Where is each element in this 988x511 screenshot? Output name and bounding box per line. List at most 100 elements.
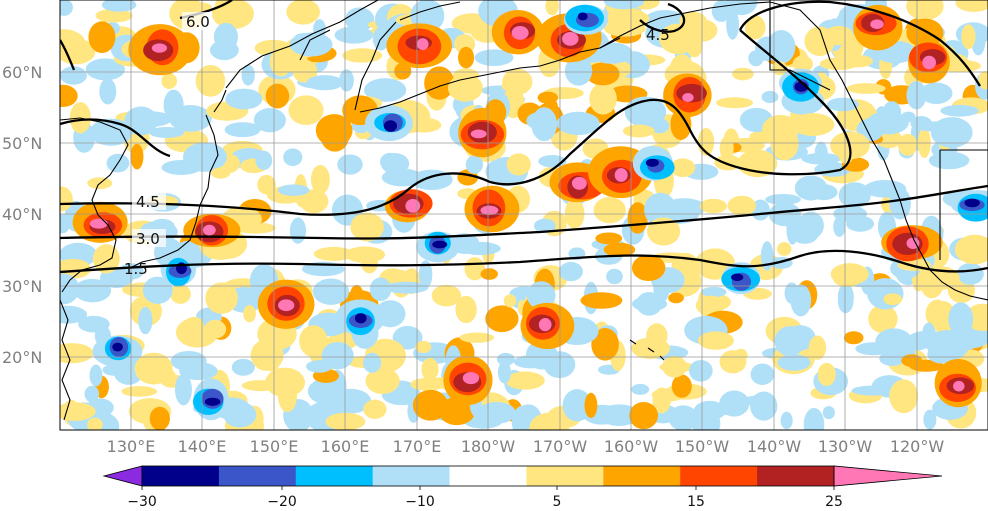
anomaly-patch xyxy=(923,409,937,430)
colorbar-segment xyxy=(295,466,374,486)
anomaly-patch xyxy=(646,217,681,246)
anomaly-patch xyxy=(668,292,684,304)
lat-label: 50°N xyxy=(2,134,42,153)
anomaly-patch xyxy=(255,150,273,171)
anomaly-patch xyxy=(606,7,648,32)
contour-label: 3.0 xyxy=(136,230,160,248)
anomaly-patch xyxy=(421,357,439,381)
anomaly-patch xyxy=(801,152,842,165)
anomaly-patch xyxy=(824,25,853,44)
anomaly-patch xyxy=(948,302,974,336)
anomaly-patch xyxy=(727,195,756,216)
anomaly-patch xyxy=(195,64,226,97)
anomaly-patch xyxy=(833,216,846,237)
anomaly-warm-core xyxy=(462,372,480,385)
colorbar-tick-label: 25 xyxy=(825,494,843,510)
anomaly-patch xyxy=(671,374,692,398)
anomaly-patch xyxy=(868,304,898,334)
longitude-labels: 130°E 140°E 150°E 160°E 170°E 180°W 170°… xyxy=(107,437,945,456)
lat-label: 40°N xyxy=(2,205,42,224)
anomaly-patch xyxy=(212,0,254,30)
anomaly-patch xyxy=(381,153,410,175)
anomaly-patch xyxy=(84,385,99,403)
anomaly-patch xyxy=(179,362,218,381)
anomaly-patch xyxy=(961,24,976,50)
anomaly-patch xyxy=(363,399,387,420)
anomaly-patch xyxy=(292,59,318,83)
anomaly-patch xyxy=(142,276,173,304)
lon-label: 170°E xyxy=(393,437,442,456)
anomaly-patch xyxy=(496,352,515,366)
anomaly-patch xyxy=(842,54,873,68)
anomaly-patch xyxy=(174,373,192,406)
colorbar-tick-label: 15 xyxy=(687,494,705,510)
anomaly-patch xyxy=(415,340,432,354)
anomaly-patch xyxy=(163,89,184,121)
anomaly-patch xyxy=(603,0,645,10)
anomaly-patch xyxy=(833,270,862,287)
anomaly-patch xyxy=(149,406,170,430)
anomaly-patch xyxy=(243,305,256,323)
anomaly-warm-core xyxy=(416,38,429,51)
anomaly-patch xyxy=(889,187,911,220)
contour-lines xyxy=(60,0,988,274)
anomaly-cold-core xyxy=(577,12,588,21)
anomaly-warm-core xyxy=(278,299,295,312)
anomaly-patch xyxy=(369,277,392,302)
anomaly-warm-core xyxy=(571,176,587,190)
anomaly-patch xyxy=(459,332,495,343)
anomaly-patch xyxy=(761,90,779,103)
anomaly-patch xyxy=(306,360,333,373)
colorbar-tick-label: 5 xyxy=(553,494,562,510)
anomaly-patch xyxy=(60,84,78,108)
anomaly-patch xyxy=(365,367,400,395)
anomaly-patch xyxy=(101,0,137,12)
anomaly-patch xyxy=(662,355,687,378)
anomaly-patch xyxy=(60,343,94,364)
anomaly-patch xyxy=(699,198,728,214)
anomaly-patch xyxy=(60,0,73,16)
anomaly-patch xyxy=(750,363,775,385)
anomaly-patch xyxy=(511,405,534,430)
colorbar-tick-label: −30 xyxy=(127,494,157,510)
colorbar-segment xyxy=(603,466,681,486)
anomaly-patch xyxy=(777,354,811,371)
anomaly-patch xyxy=(603,242,636,257)
anomaly-patch xyxy=(121,386,158,397)
anomaly-patch xyxy=(418,260,433,289)
anomaly-patch xyxy=(906,81,927,110)
anomaly-patch xyxy=(501,78,528,93)
anomaly-patch xyxy=(184,317,204,332)
anomaly-patch xyxy=(855,342,892,356)
anomaly-patch xyxy=(73,278,112,303)
anomaly-warm-core xyxy=(953,380,965,392)
anomaly-patch xyxy=(689,359,713,382)
anomaly-patch xyxy=(299,325,328,358)
anomaly-patch xyxy=(695,295,725,316)
anomaly-patch xyxy=(526,281,556,310)
anomaly-patch xyxy=(883,293,902,306)
anomaly-patch xyxy=(585,62,620,86)
lon-label: 150°E xyxy=(250,437,299,456)
anomaly-patch xyxy=(313,246,355,261)
lon-label: 130°E xyxy=(107,437,156,456)
anomaly-patch xyxy=(362,352,382,373)
map-frame xyxy=(59,0,988,431)
lon-label: 180°W xyxy=(461,437,516,456)
anomaly-patch xyxy=(692,409,721,430)
lon-label: 120°W xyxy=(890,437,945,456)
anomaly-patch xyxy=(920,82,953,105)
anomaly-patch xyxy=(337,154,363,175)
graticule xyxy=(60,0,988,430)
anomaly-patch xyxy=(321,342,354,370)
anomaly-patch xyxy=(837,283,854,312)
anomaly-patch xyxy=(211,167,231,179)
anomaly-patch xyxy=(95,8,133,23)
anomaly-patch xyxy=(477,401,516,424)
anomaly-patch xyxy=(412,389,449,421)
anomaly-patch xyxy=(286,0,320,25)
anomaly-patch xyxy=(130,143,144,170)
anomaly-patch xyxy=(344,246,386,263)
anomaly-patch xyxy=(89,364,103,387)
anomaly-patch xyxy=(134,352,173,385)
